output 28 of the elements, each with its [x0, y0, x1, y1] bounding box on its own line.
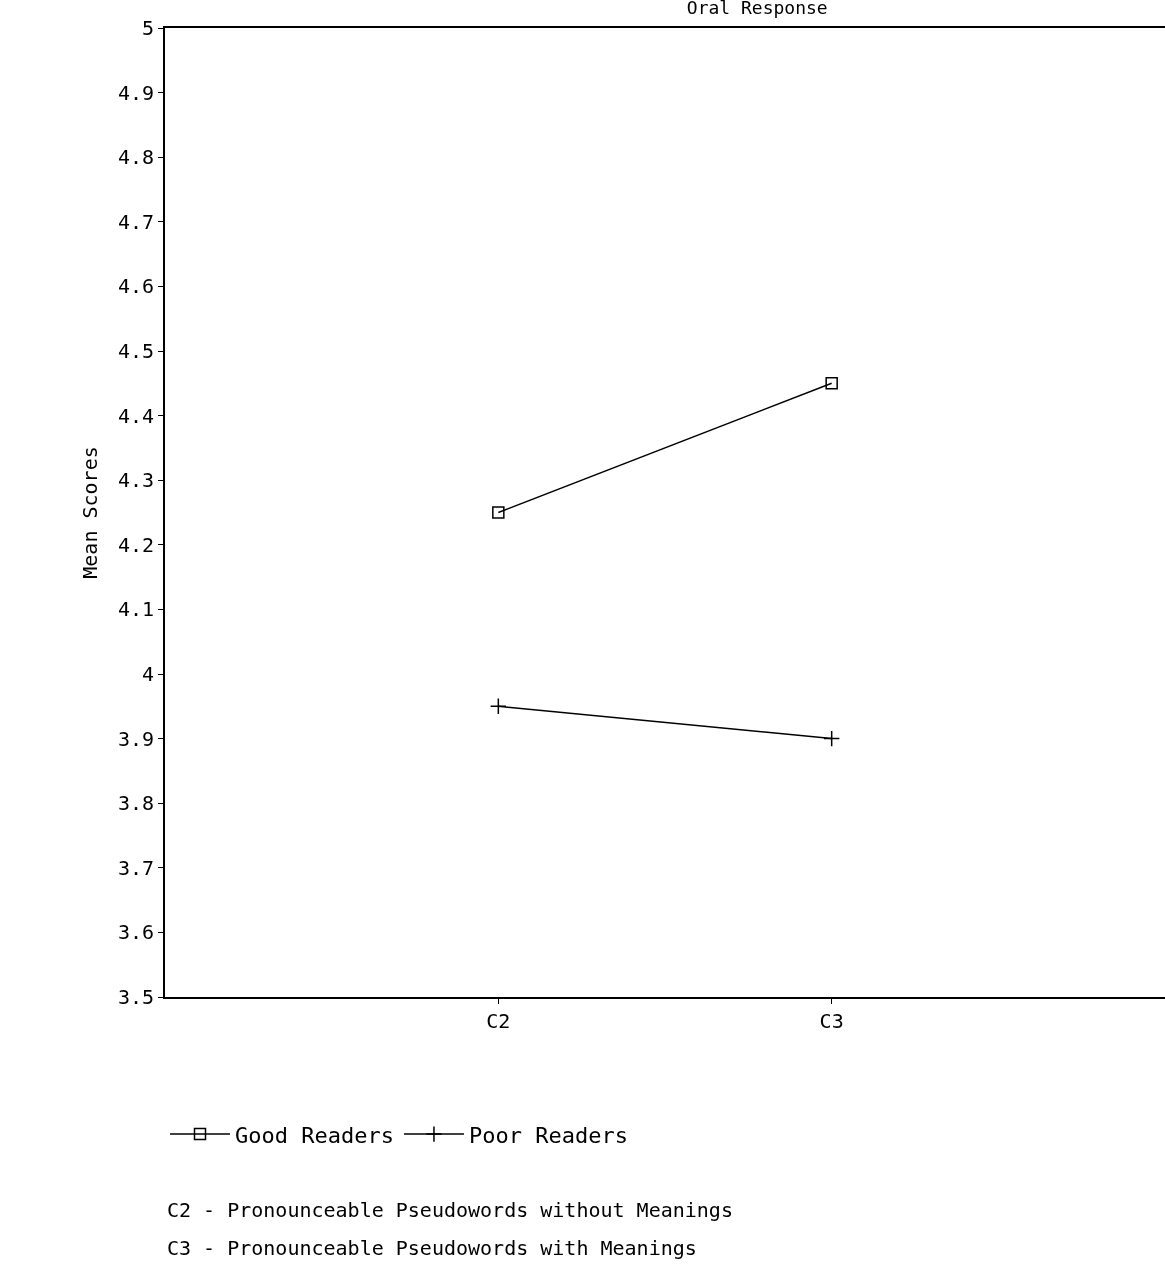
- legend-label: Poor Readers: [468, 1122, 628, 1148]
- x-tick-label: C2: [486, 1009, 511, 1033]
- point: [492, 506, 505, 519]
- y-tick-label: 4.2: [117, 532, 154, 557]
- y-tick-label: 3.9: [117, 726, 154, 751]
- y-tick-label: 4.1: [117, 597, 154, 622]
- legend-label: Good Readers: [235, 1122, 394, 1148]
- point: [823, 730, 841, 748]
- y-tick-label: 3.6: [117, 920, 154, 945]
- y-tick-label: 4.5: [117, 339, 154, 363]
- text: C2 - Pronounceable Pseudowords without Meanings: [167, 1198, 733, 1222]
- y-tick-label: 3.8: [117, 791, 154, 816]
- y-tick-label: 4.7: [117, 209, 154, 234]
- point: [825, 377, 838, 390]
- y-tick-label: 4: [141, 662, 154, 686]
- y-tick-label: 3.5: [117, 985, 154, 1009]
- chart-title: Oral Response: [686, 0, 828, 18]
- y-tick-label: 3.7: [117, 855, 154, 880]
- y-tick-label: 4.4: [117, 403, 154, 428]
- point: [489, 697, 507, 715]
- y-tick-label: 4.9: [117, 80, 154, 105]
- y-tick-label: 5: [141, 16, 154, 40]
- text: C3 - Pronounceable Pseudowords with Meanings: [167, 1236, 697, 1260]
- y-tick-label: 4.3: [117, 468, 154, 493]
- x-tick-label: C3: [819, 1009, 844, 1033]
- y-tick-label: 4.6: [117, 274, 154, 299]
- y-tick-label: 4.8: [117, 145, 154, 170]
- y-axis-title: Mean Scores: [77, 446, 102, 579]
